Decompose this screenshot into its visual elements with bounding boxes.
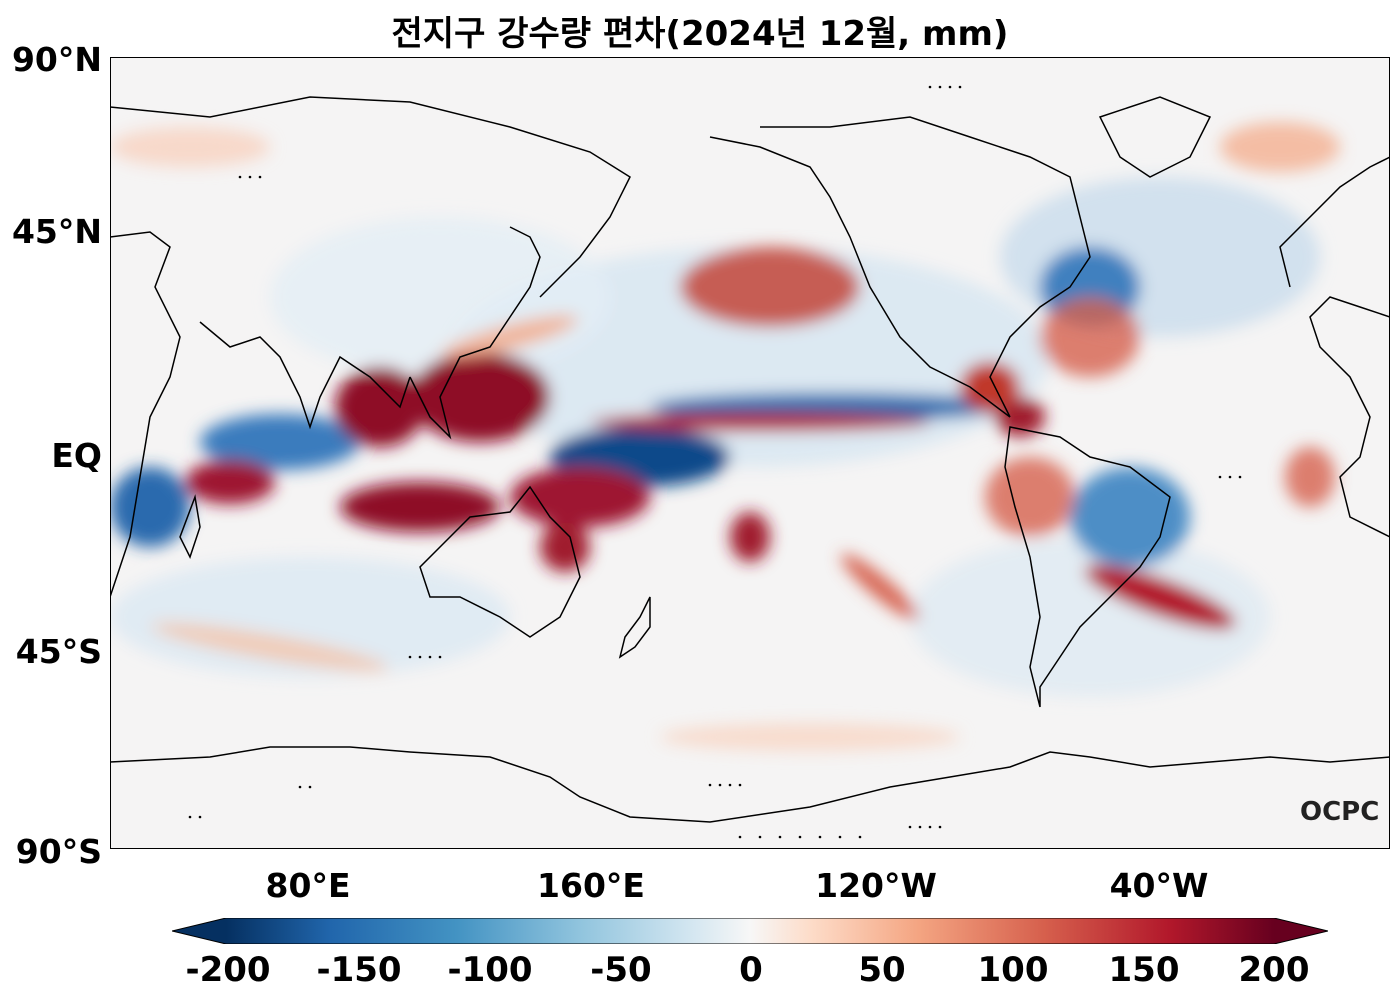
colorbar-tick: -200 (185, 950, 271, 990)
lon-label-160e: 160°E (537, 866, 645, 905)
colorbar-tick: -150 (316, 950, 402, 990)
colorbar-tick: -50 (590, 950, 652, 990)
lat-label-45s: 45°S (15, 632, 102, 671)
lat-label-90n: 90°N (11, 40, 102, 79)
colorbar-tick: 0 (739, 950, 763, 990)
colorbar-tick: 100 (977, 950, 1049, 990)
lon-label-120w: 120°W (815, 866, 937, 905)
significance-dots (188, 85, 1242, 839)
colorbar-gradient (226, 918, 1274, 944)
lat-label-90s: 90°S (15, 832, 102, 871)
map-title: 전지구 강수량 편차(2024년 12월, mm) (391, 14, 1009, 54)
precipitation-anomaly-map (110, 57, 1390, 849)
colorbar-tick: 50 (858, 950, 906, 990)
colorbar-tick: 150 (1108, 950, 1180, 990)
colorbar-tick: 200 (1238, 950, 1310, 990)
lon-label-80e: 80°E (265, 866, 351, 905)
colorbar-min-extend (172, 918, 226, 944)
colorbar (172, 918, 1328, 944)
ocpc-logo: OCPC (1300, 797, 1380, 827)
coastlines (110, 96, 1390, 823)
colorbar-tick: -100 (447, 950, 533, 990)
lat-label-45n: 45°N (11, 212, 102, 251)
lon-label-40w: 40°W (1109, 866, 1209, 905)
colorbar-max-extend (1274, 918, 1328, 944)
lat-label-eq: EQ (51, 436, 102, 475)
